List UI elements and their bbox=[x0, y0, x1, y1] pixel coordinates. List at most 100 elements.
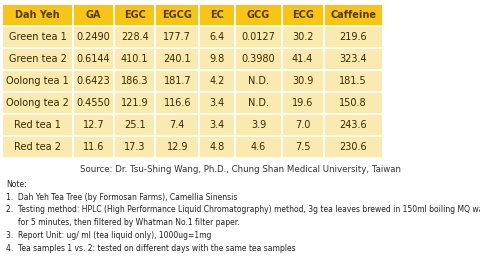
Text: 186.3: 186.3 bbox=[121, 76, 148, 86]
Bar bbox=[156, 4, 199, 26]
Bar bbox=[2, 114, 73, 136]
Text: 1.  Dah Yeh Tea Tree (by Formosan Farms), Camellia Sinensis: 1. Dah Yeh Tea Tree (by Formosan Farms),… bbox=[6, 193, 237, 201]
Bar bbox=[73, 70, 114, 92]
Bar bbox=[2, 48, 73, 70]
Bar bbox=[2, 26, 73, 48]
Text: 177.7: 177.7 bbox=[163, 32, 191, 42]
Bar bbox=[2, 136, 73, 158]
Text: 19.6: 19.6 bbox=[292, 98, 313, 108]
Bar bbox=[114, 92, 156, 114]
Text: Caffeine: Caffeine bbox=[330, 10, 376, 20]
Bar bbox=[73, 114, 114, 136]
Text: Source: Dr. Tsu-Shing Wang, Ph.D., Chung Shan Medical University, Taiwan: Source: Dr. Tsu-Shing Wang, Ph.D., Chung… bbox=[80, 165, 400, 174]
Bar bbox=[199, 26, 235, 48]
Bar bbox=[156, 48, 199, 70]
Bar bbox=[282, 136, 324, 158]
Bar bbox=[324, 70, 383, 92]
Text: Note:: Note: bbox=[6, 180, 26, 188]
Bar bbox=[2, 70, 73, 92]
Text: 7.4: 7.4 bbox=[169, 120, 185, 130]
Bar bbox=[114, 4, 156, 26]
Text: 3.9: 3.9 bbox=[251, 120, 266, 130]
Text: 2.  Testing method: HPLC (High Performance Liquid Chromatography) method, 3g tea: 2. Testing method: HPLC (High Performanc… bbox=[6, 205, 480, 214]
Text: ECG: ECG bbox=[292, 10, 313, 20]
Text: 7.0: 7.0 bbox=[295, 120, 311, 130]
Text: for 5 minutes, then filtered by Whatman No.1 filter paper.: for 5 minutes, then filtered by Whatman … bbox=[6, 218, 240, 227]
Text: Green tea 2: Green tea 2 bbox=[9, 54, 67, 64]
Text: 3.4: 3.4 bbox=[210, 98, 225, 108]
Bar bbox=[199, 92, 235, 114]
Bar bbox=[282, 92, 324, 114]
Text: GA: GA bbox=[85, 10, 101, 20]
Text: Green tea 1: Green tea 1 bbox=[9, 32, 66, 42]
Text: 181.5: 181.5 bbox=[339, 76, 367, 86]
Text: 323.4: 323.4 bbox=[339, 54, 367, 64]
Text: 4.  Tea samples 1 vs. 2: tested on different days with the same tea samples: 4. Tea samples 1 vs. 2: tested on differ… bbox=[6, 244, 295, 253]
Bar bbox=[199, 70, 235, 92]
Text: 230.6: 230.6 bbox=[339, 142, 367, 152]
Text: 410.1: 410.1 bbox=[121, 54, 148, 64]
Text: Oolong tea 1: Oolong tea 1 bbox=[6, 76, 69, 86]
Text: 25.1: 25.1 bbox=[124, 120, 145, 130]
Text: EGCG: EGCG bbox=[162, 10, 192, 20]
Text: 0.0127: 0.0127 bbox=[241, 32, 276, 42]
Text: N.D.: N.D. bbox=[248, 76, 269, 86]
Bar bbox=[199, 136, 235, 158]
Text: 3.  Report Unit: ug/ ml (tea liquid only), 1000ug=1mg: 3. Report Unit: ug/ ml (tea liquid only)… bbox=[6, 231, 211, 240]
Text: EGC: EGC bbox=[124, 10, 146, 20]
Bar bbox=[156, 136, 199, 158]
Bar bbox=[324, 136, 383, 158]
Bar bbox=[114, 70, 156, 92]
Bar bbox=[235, 48, 282, 70]
Text: 243.6: 243.6 bbox=[339, 120, 367, 130]
Text: 30.2: 30.2 bbox=[292, 32, 313, 42]
Bar bbox=[235, 136, 282, 158]
Bar bbox=[73, 26, 114, 48]
Bar bbox=[199, 48, 235, 70]
Text: 17.3: 17.3 bbox=[124, 142, 145, 152]
Text: 30.9: 30.9 bbox=[292, 76, 313, 86]
Bar bbox=[282, 4, 324, 26]
Text: GCG: GCG bbox=[247, 10, 270, 20]
Text: Red tea 2: Red tea 2 bbox=[14, 142, 61, 152]
Text: 219.6: 219.6 bbox=[339, 32, 367, 42]
Text: Dah Yeh: Dah Yeh bbox=[15, 10, 60, 20]
Text: 3.4: 3.4 bbox=[210, 120, 225, 130]
Text: 41.4: 41.4 bbox=[292, 54, 313, 64]
Bar bbox=[199, 114, 235, 136]
Text: 7.5: 7.5 bbox=[295, 142, 311, 152]
Bar bbox=[235, 70, 282, 92]
Bar bbox=[73, 4, 114, 26]
Text: 0.2490: 0.2490 bbox=[76, 32, 110, 42]
Bar bbox=[235, 4, 282, 26]
Bar bbox=[282, 114, 324, 136]
Bar bbox=[282, 48, 324, 70]
Text: 12.9: 12.9 bbox=[167, 142, 188, 152]
Bar bbox=[2, 92, 73, 114]
Bar bbox=[114, 136, 156, 158]
Bar bbox=[324, 114, 383, 136]
Bar bbox=[324, 92, 383, 114]
Text: 4.6: 4.6 bbox=[251, 142, 266, 152]
Bar bbox=[324, 4, 383, 26]
Bar bbox=[282, 70, 324, 92]
Text: 4.2: 4.2 bbox=[209, 76, 225, 86]
Bar bbox=[114, 48, 156, 70]
Bar bbox=[324, 26, 383, 48]
Text: EC: EC bbox=[210, 10, 224, 20]
Text: N.D.: N.D. bbox=[248, 98, 269, 108]
Bar bbox=[114, 26, 156, 48]
Bar bbox=[156, 114, 199, 136]
Bar bbox=[73, 136, 114, 158]
Text: 0.6144: 0.6144 bbox=[77, 54, 110, 64]
Text: 228.4: 228.4 bbox=[121, 32, 149, 42]
Text: 240.1: 240.1 bbox=[164, 54, 191, 64]
Text: 6.4: 6.4 bbox=[210, 32, 225, 42]
Text: 121.9: 121.9 bbox=[121, 98, 148, 108]
Text: 11.6: 11.6 bbox=[83, 142, 104, 152]
Text: 0.3980: 0.3980 bbox=[242, 54, 276, 64]
Bar bbox=[199, 4, 235, 26]
Text: 0.4550: 0.4550 bbox=[76, 98, 110, 108]
Bar bbox=[73, 92, 114, 114]
Bar bbox=[282, 26, 324, 48]
